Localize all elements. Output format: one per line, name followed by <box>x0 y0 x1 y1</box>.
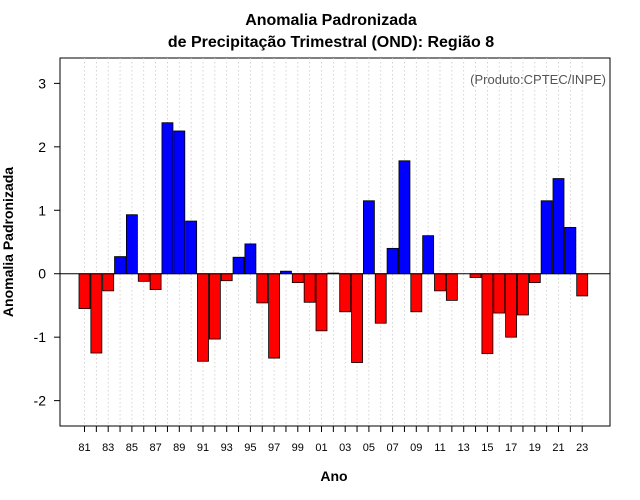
x-tick-label: 99 <box>292 442 304 454</box>
bar-91 <box>197 273 209 362</box>
bars <box>78 122 589 363</box>
x-tick-label: 89 <box>173 442 185 454</box>
x-tick-label: 85 <box>126 442 138 454</box>
grid-lines <box>84 58 583 426</box>
bar-21 <box>552 178 565 275</box>
x-tick-label: 81 <box>78 442 90 454</box>
bar-88 <box>161 122 174 275</box>
x-tick-label: 01 <box>315 442 327 454</box>
bar-09 <box>410 273 423 313</box>
x-tick-label: 09 <box>410 442 422 454</box>
y-axis-label: Anomalia Padronizada <box>0 167 16 317</box>
y-axis: -2 -1 0 1 2 3 <box>34 75 60 409</box>
bar-04 <box>351 273 363 363</box>
bar-90 <box>185 220 198 275</box>
bar-16 <box>493 273 506 314</box>
credit-annotation: (Produto:CPTEC/INPE) <box>470 72 606 87</box>
bar-89 <box>173 130 186 275</box>
x-tick-label: 23 <box>576 442 588 454</box>
x-tick-label: 11 <box>434 442 445 454</box>
bar-17 <box>505 273 518 338</box>
x-tick-label: 03 <box>339 442 351 454</box>
x-tick-label: 97 <box>268 442 280 454</box>
x-tick-label: 13 <box>458 442 470 454</box>
bar-83 <box>102 273 115 292</box>
x-axis: 81 83 85 87 89 91 93 95 97 99 01 03 05 07 09 11 13 15 17 19… <box>78 426 588 454</box>
x-axis-label: Ano <box>320 468 347 484</box>
bar-86 <box>137 273 150 282</box>
bar-84 <box>114 256 126 275</box>
x-tick-label: 15 <box>481 442 493 454</box>
bar-18 <box>517 273 529 316</box>
bar-08 <box>398 160 411 275</box>
bar-15 <box>481 273 494 355</box>
bar-14 <box>469 273 482 278</box>
bar-96 <box>256 273 269 304</box>
bar-82 <box>90 273 103 354</box>
bar-00 <box>303 273 316 303</box>
bar-95 <box>244 243 257 275</box>
chart-title-line-1: Anomalia Padronizada <box>245 12 417 29</box>
x-tick-label: 87 <box>149 442 161 454</box>
bar-01 <box>315 273 328 332</box>
chart-title-line-2: de Precipitação Trimestral (OND): Região… <box>168 34 494 51</box>
y-tick-label: 1 <box>38 202 46 218</box>
y-tick-label: -2 <box>34 393 47 409</box>
bar-07 <box>386 247 399 275</box>
bar-97 <box>268 273 281 359</box>
x-tick-label: 95 <box>244 442 256 454</box>
plot-frame <box>59 57 611 427</box>
bar-93 <box>220 273 233 282</box>
bar-92 <box>208 273 221 340</box>
x-tick-label: 91 <box>197 442 209 454</box>
bar-85 <box>126 214 138 275</box>
x-tick-label: 93 <box>221 442 233 454</box>
bar-81 <box>78 273 91 310</box>
x-tick-label: 19 <box>529 442 541 454</box>
y-tick-label: 0 <box>38 266 46 282</box>
bar-05 <box>362 200 375 275</box>
x-tick-label: 83 <box>102 442 114 454</box>
bar-11 <box>434 273 446 292</box>
bar-10 <box>422 235 435 275</box>
bar-94 <box>232 256 245 275</box>
bar-23 <box>576 273 589 297</box>
x-tick-label: 07 <box>386 442 398 454</box>
bar-19 <box>528 273 541 284</box>
bar-06 <box>374 273 387 324</box>
bar-22 <box>564 227 577 275</box>
y-tick-label: 2 <box>38 139 46 155</box>
bar-03 <box>339 273 352 313</box>
x-tick-label: 21 <box>552 442 564 454</box>
bar-12 <box>445 273 458 301</box>
bar-87 <box>149 273 162 290</box>
x-tick-label: 17 <box>505 442 517 454</box>
x-tick-label: 05 <box>363 442 375 454</box>
bar-20 <box>540 200 553 275</box>
y-tick-label: -1 <box>34 329 47 345</box>
bar-99 <box>291 273 304 284</box>
y-tick-label: 3 <box>38 75 46 91</box>
